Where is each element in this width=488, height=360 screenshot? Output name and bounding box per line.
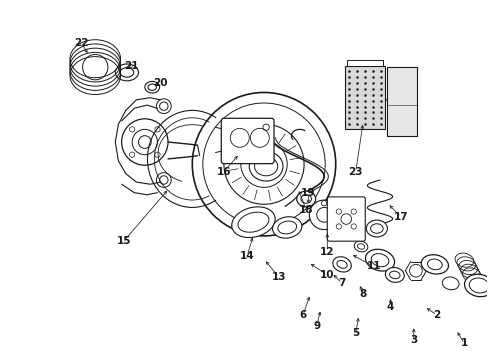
Ellipse shape — [370, 254, 388, 267]
Text: 1: 1 — [460, 338, 467, 348]
Ellipse shape — [272, 217, 301, 238]
FancyBboxPatch shape — [326, 197, 365, 241]
Text: 15: 15 — [116, 236, 131, 246]
Text: 17: 17 — [393, 212, 407, 222]
Text: 5: 5 — [351, 328, 359, 338]
Text: 2: 2 — [432, 310, 440, 320]
Text: 12: 12 — [319, 247, 334, 257]
FancyBboxPatch shape — [221, 118, 273, 164]
Text: 11: 11 — [366, 261, 380, 271]
Ellipse shape — [231, 207, 275, 238]
Bar — [345, 66, 385, 129]
Text: 4: 4 — [386, 302, 393, 311]
Text: 8: 8 — [359, 289, 366, 299]
Ellipse shape — [421, 255, 447, 274]
Text: 13: 13 — [271, 272, 285, 282]
Ellipse shape — [300, 195, 311, 203]
Ellipse shape — [238, 212, 268, 232]
Ellipse shape — [442, 277, 458, 290]
Ellipse shape — [249, 152, 283, 181]
Ellipse shape — [385, 267, 404, 282]
Bar — [346, 60, 383, 66]
Text: 7: 7 — [338, 278, 345, 288]
Ellipse shape — [464, 274, 488, 297]
Text: 3: 3 — [409, 335, 417, 345]
Ellipse shape — [366, 220, 386, 237]
Ellipse shape — [365, 249, 394, 271]
Ellipse shape — [354, 241, 367, 252]
Circle shape — [309, 200, 338, 230]
Text: 6: 6 — [299, 310, 306, 320]
Ellipse shape — [357, 244, 364, 249]
Text: 14: 14 — [239, 251, 254, 261]
Ellipse shape — [296, 191, 315, 207]
Text: 18: 18 — [298, 204, 313, 215]
Ellipse shape — [389, 271, 399, 279]
Ellipse shape — [427, 259, 441, 270]
Ellipse shape — [336, 261, 346, 268]
Ellipse shape — [370, 224, 383, 233]
Text: 23: 23 — [348, 167, 362, 176]
Ellipse shape — [277, 221, 296, 234]
Text: 21: 21 — [123, 61, 138, 71]
Ellipse shape — [254, 157, 277, 176]
Ellipse shape — [468, 278, 488, 293]
Text: 10: 10 — [319, 270, 334, 280]
Text: 9: 9 — [312, 320, 320, 330]
Bar — [386, 67, 416, 136]
Text: 16: 16 — [216, 167, 231, 176]
Text: 19: 19 — [301, 188, 315, 198]
Text: 20: 20 — [153, 78, 167, 88]
Text: 22: 22 — [74, 38, 89, 48]
Ellipse shape — [332, 257, 350, 272]
